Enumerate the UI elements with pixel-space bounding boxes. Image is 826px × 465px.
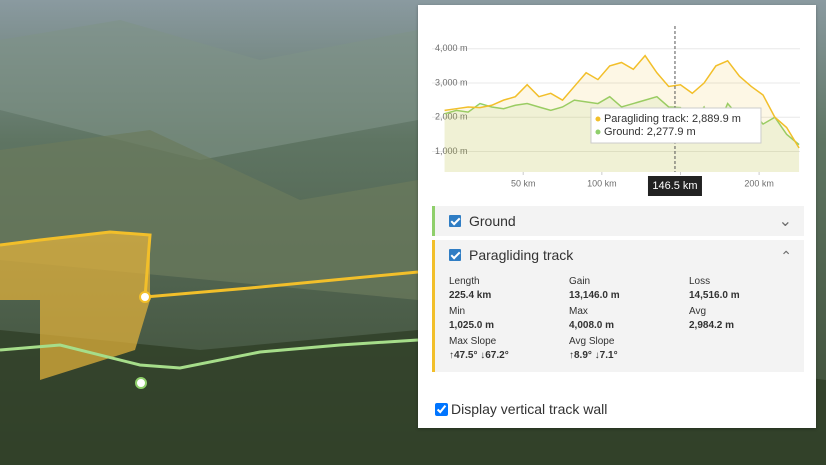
x-tick-label: 200 km — [744, 178, 774, 188]
tooltip-text: Paragliding track: 2,889.9 m — [604, 113, 741, 125]
stat-label: Loss — [689, 276, 711, 287]
stat-label: Avg Slope — [569, 336, 615, 347]
stat-value: 2,984.2 m — [689, 320, 735, 331]
track-row[interactable]: Paragliding track ⌃ Length 225.4 km Gain 13… — [432, 240, 804, 372]
stat-value: ↑8.9° ↓7.1° — [569, 350, 618, 361]
ground-line — [0, 338, 419, 370]
tooltip-text: Ground: 2,277.9 m — [604, 126, 696, 138]
y-tick-label: 1,000 m — [435, 146, 468, 156]
stat-value: ↑47.5° ↓67.2° — [449, 350, 509, 361]
stat-label: Max Slope — [449, 336, 497, 347]
profile-name: Paragliding track — [469, 247, 574, 263]
ground-cursor — [135, 377, 147, 389]
collapse-icon[interactable]: ⌃ — [780, 248, 792, 264]
stat-label: Min — [449, 306, 466, 317]
stat-value: 225.4 km — [449, 290, 492, 301]
track-wall — [0, 232, 150, 380]
y-tick-label: 4,000 m — [435, 43, 468, 53]
mountain-ridge — [0, 20, 418, 160]
statistic: Length 225.4 km — [449, 276, 569, 301]
stat-value: 13,146.0 m — [569, 290, 620, 301]
stat-value: 1,025.0 m — [449, 320, 495, 331]
checkbox[interactable] — [449, 249, 461, 261]
statistic: Max 4,008.0 m — [569, 306, 689, 331]
tooltip-bg — [590, 107, 762, 144]
y-tick-label: 2,000 m — [435, 112, 468, 122]
stat-label: Avg — [689, 306, 707, 317]
elevation-profile-panel: 1,000 m 2,000 m 3,000 m 4,000 m 50 km 100 km 1… — [418, 5, 816, 428]
checkbox[interactable] — [435, 403, 448, 416]
profile-chart: 1,000 m 2,000 m 3,000 m 4,000 m 50 km 100 km 1… — [432, 26, 800, 196]
statistic: Min 1,025.0 m — [449, 306, 569, 331]
stat-label: Gain — [569, 276, 591, 287]
x-tick-label: 50 km — [511, 178, 536, 188]
stat-label: Max — [569, 306, 588, 317]
statistic: Max Slope ↑47.5° ↓67.2° — [449, 336, 569, 361]
stat-value: 14,516.0 m — [689, 290, 740, 301]
option-label: Display vertical track wall — [451, 401, 608, 417]
tooltip-dot — [595, 129, 601, 135]
x-tick-label: 100 km — [587, 178, 617, 188]
statistic: Avg 2,984.2 m — [689, 306, 809, 331]
line — [444, 54, 800, 149]
y-tick-label: 3,000 m — [435, 77, 468, 87]
profile-name: Ground — [469, 213, 516, 229]
tooltip-dot — [595, 116, 601, 122]
checkbox[interactable] — [449, 215, 461, 227]
cursor-label: 146.5 km — [652, 180, 697, 192]
statistic: Avg Slope ↑8.9° ↓7.1° — [569, 336, 689, 361]
statistic: Loss 14,516.0 m — [689, 276, 809, 301]
cursor-label-bg — [647, 176, 702, 196]
track-line — [0, 230, 419, 299]
statistic: Gain 13,146.0 m — [569, 276, 689, 301]
track-cursor — [139, 291, 151, 303]
wall-option[interactable]: Display vertical track wall — [435, 401, 607, 417]
stat-label: Length — [449, 276, 480, 287]
expand-icon[interactable]: ⌄ — [778, 213, 792, 230]
stat-value: 4,008.0 m — [569, 320, 615, 331]
ground-row[interactable]: Ground ⌄ — [432, 206, 804, 236]
